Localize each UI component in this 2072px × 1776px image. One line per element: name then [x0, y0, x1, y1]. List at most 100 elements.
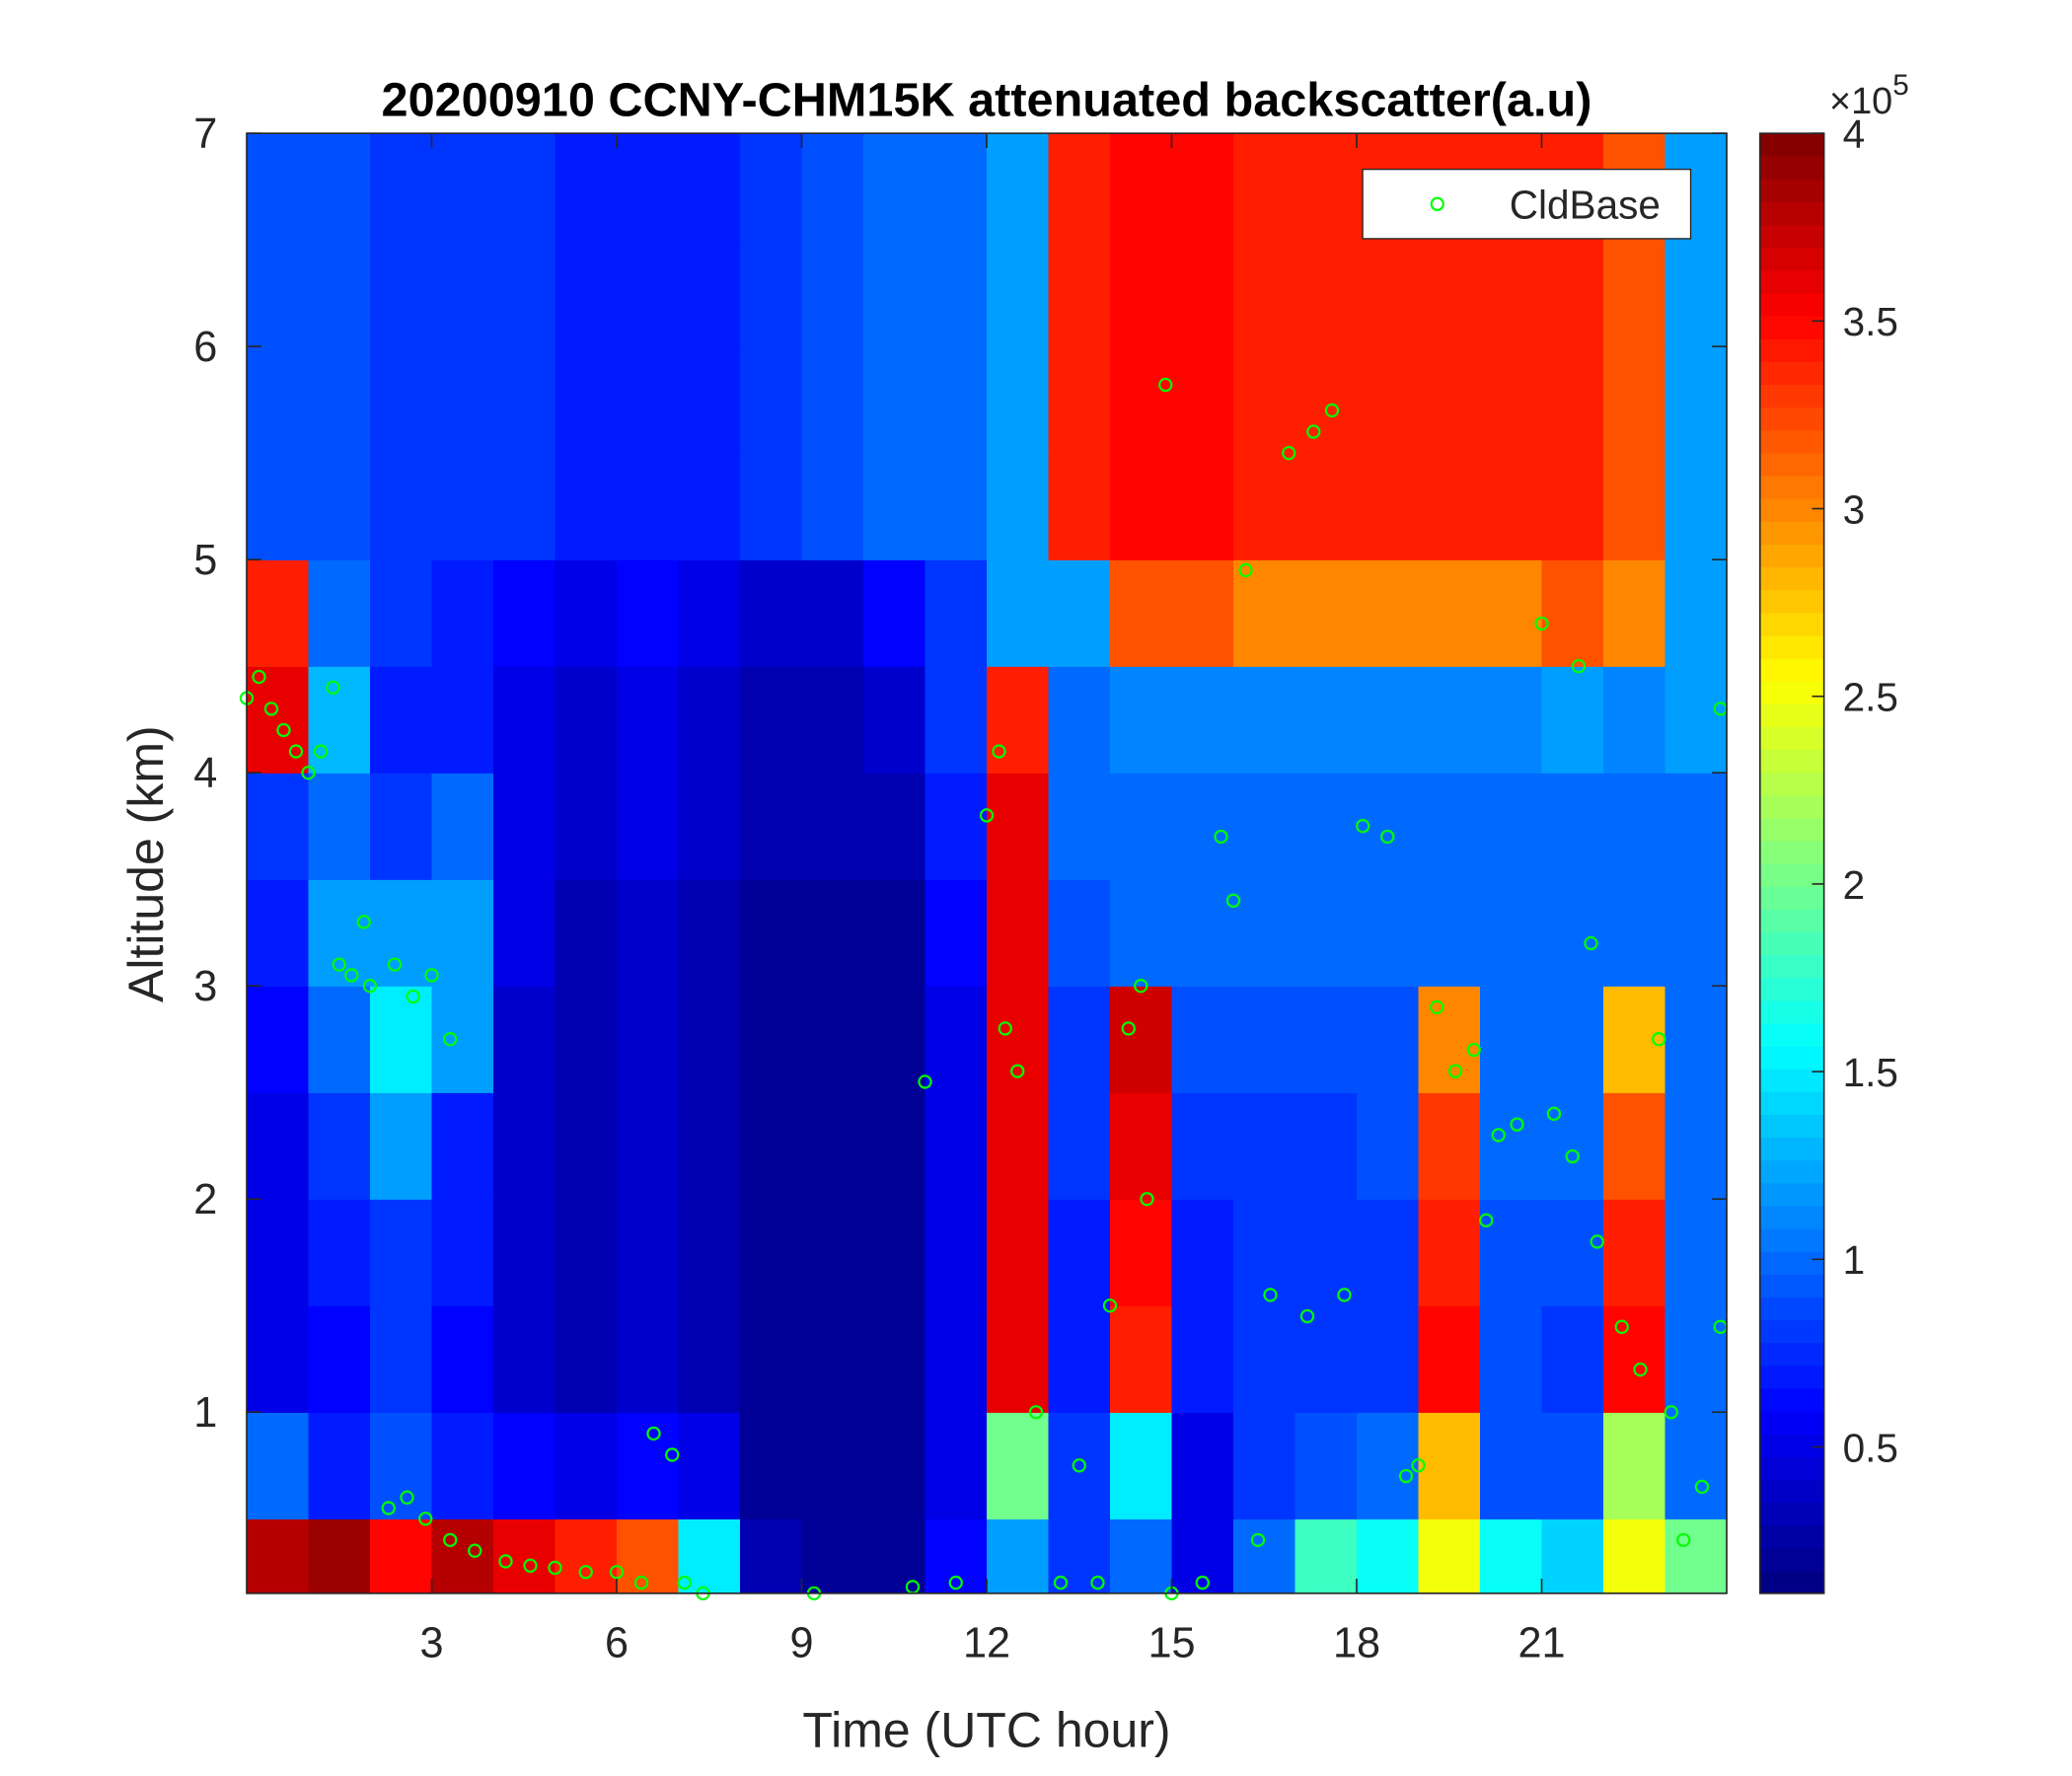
heatmap-cell [1603, 1199, 1666, 1306]
heatmap-cell [370, 1092, 433, 1200]
legend-box [1362, 168, 1692, 240]
heatmap-cell [1171, 240, 1234, 347]
cloud-base-marker [665, 1447, 680, 1462]
y-axis-label: Altitude (km) [118, 725, 174, 1002]
x-tick-label: 6 [605, 1620, 629, 1667]
heatmap-cell [987, 453, 1050, 560]
heatmap-cell [1048, 346, 1111, 454]
heatmap-cell [1048, 879, 1111, 987]
colorbar-swatch [1759, 977, 1824, 1001]
heatmap-cell [863, 346, 926, 454]
heatmap-cell [1295, 1518, 1358, 1594]
cloud-base-marker [1614, 1319, 1629, 1335]
colorbar-swatch [1759, 429, 1824, 454]
heatmap-cell [617, 346, 680, 454]
heatmap-cell [1480, 240, 1543, 347]
cloud-base-marker [1676, 1532, 1691, 1548]
colorbar-swatch [1759, 863, 1824, 887]
heatmap-cell [1233, 453, 1296, 560]
colorbar-swatch [1759, 634, 1824, 659]
cloud-base-marker [992, 744, 1006, 759]
heatmap-cell [1665, 453, 1728, 560]
colorbar-multiplier: ×105 [1829, 69, 1909, 122]
heatmap-cell [555, 1199, 618, 1306]
heatmap-cell [1233, 559, 1296, 667]
heatmap-cell [431, 133, 494, 241]
heatmap-cell [1541, 1518, 1604, 1594]
cloud-base-marker [1664, 1405, 1678, 1420]
heatmap-cell [1665, 346, 1728, 454]
cloud-base-marker [1380, 829, 1395, 845]
heatmap-cell [1418, 1518, 1481, 1594]
heatmap-cell [678, 1518, 741, 1594]
heatmap-cell [1110, 240, 1173, 347]
heatmap-cell [1418, 240, 1481, 347]
colorbar-swatch [1759, 1524, 1824, 1549]
colorbar-swatch [1759, 247, 1824, 271]
colorbar-swatch [1759, 1022, 1824, 1047]
colorbar-swatch [1759, 1045, 1824, 1070]
heatmap-cell [678, 1092, 741, 1200]
heatmap-cell [1541, 346, 1604, 454]
heatmap-cell [1480, 773, 1543, 880]
cloud-base-marker [1590, 1234, 1604, 1249]
colorbar-swatch [1759, 452, 1824, 477]
heatmap-cell [1480, 879, 1543, 987]
cloud-base-marker [1238, 562, 1253, 578]
heatmap-cell [1541, 666, 1604, 774]
heatmap-cell [1418, 453, 1481, 560]
heatmap-cell [1418, 559, 1481, 667]
heatmap-cell [678, 133, 741, 241]
heatmap-cell [1480, 1305, 1543, 1413]
heatmap-cell [555, 559, 618, 667]
x-tick-label: 15 [1147, 1620, 1195, 1667]
colorbar-swatch [1759, 589, 1824, 614]
cloud-base-marker [1263, 1288, 1278, 1302]
colorbar-swatch [1759, 1296, 1824, 1321]
heatmap-cell [1418, 346, 1481, 454]
heatmap-cell [801, 559, 864, 667]
heatmap-cell [1480, 559, 1543, 667]
x-tick-label: 12 [963, 1620, 1010, 1667]
x-tick-label: 21 [1517, 1620, 1565, 1667]
heatmap-cell [801, 773, 864, 880]
cloud-base-marker [1571, 659, 1587, 674]
heatmap-cell [801, 1305, 864, 1413]
heatmap-cell [1295, 986, 1358, 1093]
heatmap-cell [1603, 986, 1666, 1093]
heatmap-cell [1480, 1518, 1543, 1594]
heatmap-cell [1418, 666, 1481, 774]
colorbar-swatch [1759, 1434, 1824, 1457]
heatmap-cell [247, 986, 310, 1093]
heatmap-cell [617, 1092, 680, 1200]
colorbar-swatch [1759, 1387, 1824, 1412]
heatmap-cell [555, 240, 618, 347]
heatmap-cell [1048, 1412, 1111, 1519]
heatmap-cell [1357, 666, 1420, 774]
heatmap-cell [431, 1092, 494, 1200]
heatmap-cell [1233, 346, 1296, 454]
heatmap-cell [247, 1092, 310, 1200]
heatmap-cell [863, 773, 926, 880]
heatmap-cell [493, 666, 556, 774]
heatmap-cell [1110, 346, 1173, 454]
heatmap-cell [493, 1199, 556, 1306]
heatmap-cell [1171, 986, 1234, 1093]
cloud-base-marker [1214, 829, 1228, 845]
colorbar-swatch [1759, 681, 1824, 704]
colorbar-swatch [1759, 201, 1824, 226]
heatmap-cell [1603, 666, 1666, 774]
heatmap-cell [678, 559, 741, 667]
heatmap-cell [308, 1199, 371, 1306]
cloud-base-marker [1633, 1362, 1648, 1377]
heatmap-cell [370, 666, 433, 774]
cloud-base-marker [646, 1426, 661, 1442]
heatmap-cell [555, 879, 618, 987]
cloud-base-marker [1053, 1575, 1069, 1591]
heatmap-cell [1480, 1412, 1543, 1519]
colorbar-swatch [1759, 269, 1824, 294]
heatmap-cell [1665, 1412, 1728, 1519]
heatmap-cell [740, 1412, 803, 1519]
heatmap-cell [1110, 879, 1173, 987]
heatmap-cell [1665, 240, 1728, 347]
